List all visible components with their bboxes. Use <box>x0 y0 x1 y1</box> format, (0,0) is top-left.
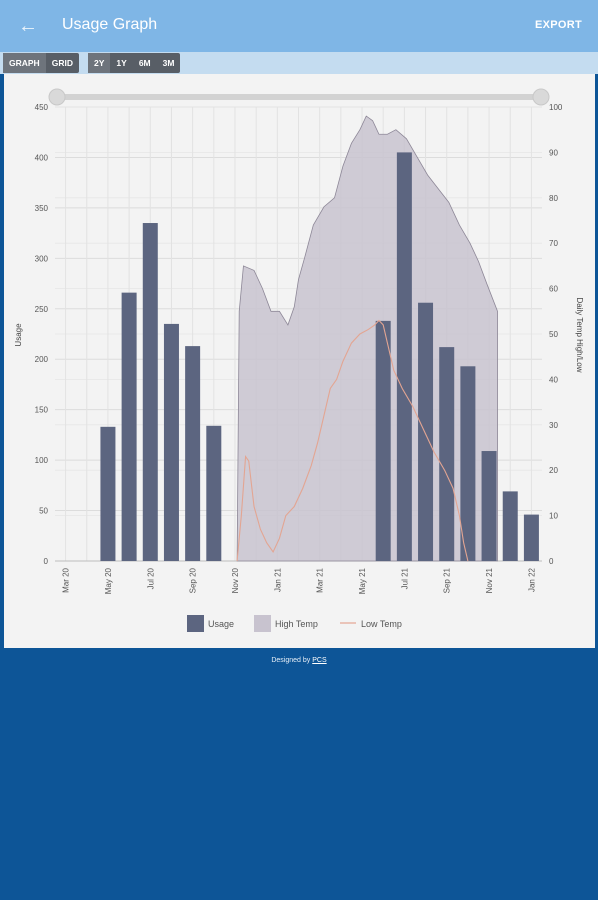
footer-link[interactable]: PCS <box>312 657 327 664</box>
usage-chart: 0 50 100 150 200 250 300 350 400 450 0 10 20 30 40 50 6… <box>14 88 584 632</box>
y-right-axis-label: Daily Temp High/Low <box>575 298 584 373</box>
range-6m-button[interactable]: 6M <box>138 58 151 68</box>
left-tick-label: 350 <box>35 204 49 213</box>
view-toggle-group: GRAPH GRID <box>3 53 79 73</box>
right-tick-label: 30 <box>549 421 558 430</box>
usage-bar <box>396 152 412 561</box>
usage-bar <box>142 223 158 561</box>
left-tick-label: 300 <box>35 254 49 263</box>
left-tick-label: 400 <box>35 153 49 162</box>
usage-bar <box>481 451 497 561</box>
right-tick-label: 50 <box>549 330 558 339</box>
footer: Designed by PCS <box>0 657 598 664</box>
range-slider-start-handle[interactable] <box>48 88 66 106</box>
back-arrow-icon[interactable]: ← <box>18 15 38 37</box>
range-3m-button[interactable]: 3M <box>162 58 175 68</box>
x-tick-label: Jan 21 <box>273 567 282 592</box>
graph-view-button[interactable]: GRAPH <box>3 53 46 73</box>
x-tick-label: Sep 20 <box>189 567 198 593</box>
x-tick-label: Mar 21 <box>316 567 325 592</box>
left-tick-label: 100 <box>35 456 49 465</box>
right-tick-label: 20 <box>549 466 558 475</box>
right-tick-label: 40 <box>549 375 558 384</box>
usage-bar <box>375 320 391 561</box>
right-tick-label: 60 <box>549 285 558 294</box>
x-tick-label: Nov 20 <box>231 567 240 593</box>
x-axis-ticks: Mar 20 May 20 Jul 20 Sep 20 Nov 20 Jan 21 Mar … <box>62 567 537 594</box>
left-tick-label: 0 <box>44 557 49 566</box>
legend-usage-label: Usage <box>208 619 234 629</box>
range-slider[interactable] <box>48 88 550 106</box>
right-axis-ticks: 0 10 20 30 40 50 60 70 80 90 100 <box>549 103 563 566</box>
x-tick-label: Jul 21 <box>400 567 409 589</box>
usage-bar <box>100 426 116 561</box>
page-title: Usage Graph <box>62 16 158 33</box>
x-tick-label: Jul 20 <box>146 567 155 589</box>
legend-low-temp-label: Low Temp <box>361 619 402 629</box>
range-toggle-group: 2Y 1Y 6M 3M <box>88 53 181 73</box>
left-tick-label: 50 <box>39 507 48 516</box>
left-tick-label: 150 <box>35 406 49 415</box>
app-bar: ← Usage Graph EXPORT <box>0 0 598 52</box>
usage-bar <box>163 323 179 561</box>
legend-high-temp-swatch <box>254 615 271 632</box>
right-tick-label: 80 <box>549 194 558 203</box>
x-tick-label: Mar 20 <box>62 567 71 592</box>
usage-bars <box>100 152 539 561</box>
range-1y-button[interactable]: 1Y <box>116 58 127 68</box>
right-tick-label: 90 <box>549 148 558 157</box>
range-slider-end-handle[interactable] <box>532 88 550 106</box>
y-axis-label: Usage <box>14 323 23 347</box>
usage-bar <box>121 292 137 561</box>
left-tick-label: 250 <box>35 305 49 314</box>
high-temp-area <box>236 115 498 562</box>
legend-high-temp-label: High Temp <box>275 619 318 629</box>
right-tick-label: 70 <box>549 239 558 248</box>
left-tick-label: 200 <box>35 355 49 364</box>
export-button[interactable]: EXPORT <box>534 19 582 31</box>
toolbar: GRAPH GRID 2Y 1Y 6M 3M <box>0 52 598 74</box>
usage-bar <box>206 425 222 561</box>
x-tick-label: May 20 <box>104 567 113 594</box>
x-tick-label: Jan 22 <box>527 567 536 592</box>
high-temp-area-shape <box>236 115 498 562</box>
right-tick-label: 100 <box>549 103 563 112</box>
left-tick-label: 450 <box>35 103 49 112</box>
low-temp-line <box>236 319 469 562</box>
footer-text: Designed by <box>271 657 311 664</box>
usage-bar <box>418 302 434 561</box>
range-2y-button[interactable]: 2Y <box>88 53 111 73</box>
usage-bar <box>502 491 518 561</box>
right-tick-label: 10 <box>549 512 558 521</box>
x-tick-label: Sep 21 <box>443 567 452 593</box>
usage-bar <box>523 514 539 561</box>
usage-bar <box>439 347 455 561</box>
range-slider-track[interactable] <box>56 94 542 100</box>
chart-card: 0 50 100 150 200 250 300 350 400 450 0 10 20 30 40 50 6… <box>4 74 595 648</box>
x-tick-label: May 21 <box>358 567 367 594</box>
usage-bar <box>460 366 476 561</box>
legend-usage-swatch <box>187 615 204 632</box>
usage-bar <box>185 346 201 561</box>
chart-legend: Usage High Temp Low Temp <box>187 615 402 632</box>
grid-view-button[interactable]: GRID <box>51 58 73 68</box>
low-temp-line-path <box>236 319 469 562</box>
right-tick-label: 0 <box>549 557 554 566</box>
left-axis-ticks: 0 50 100 150 200 250 300 350 400 450 <box>35 103 49 566</box>
x-tick-label: Nov 21 <box>485 567 494 593</box>
